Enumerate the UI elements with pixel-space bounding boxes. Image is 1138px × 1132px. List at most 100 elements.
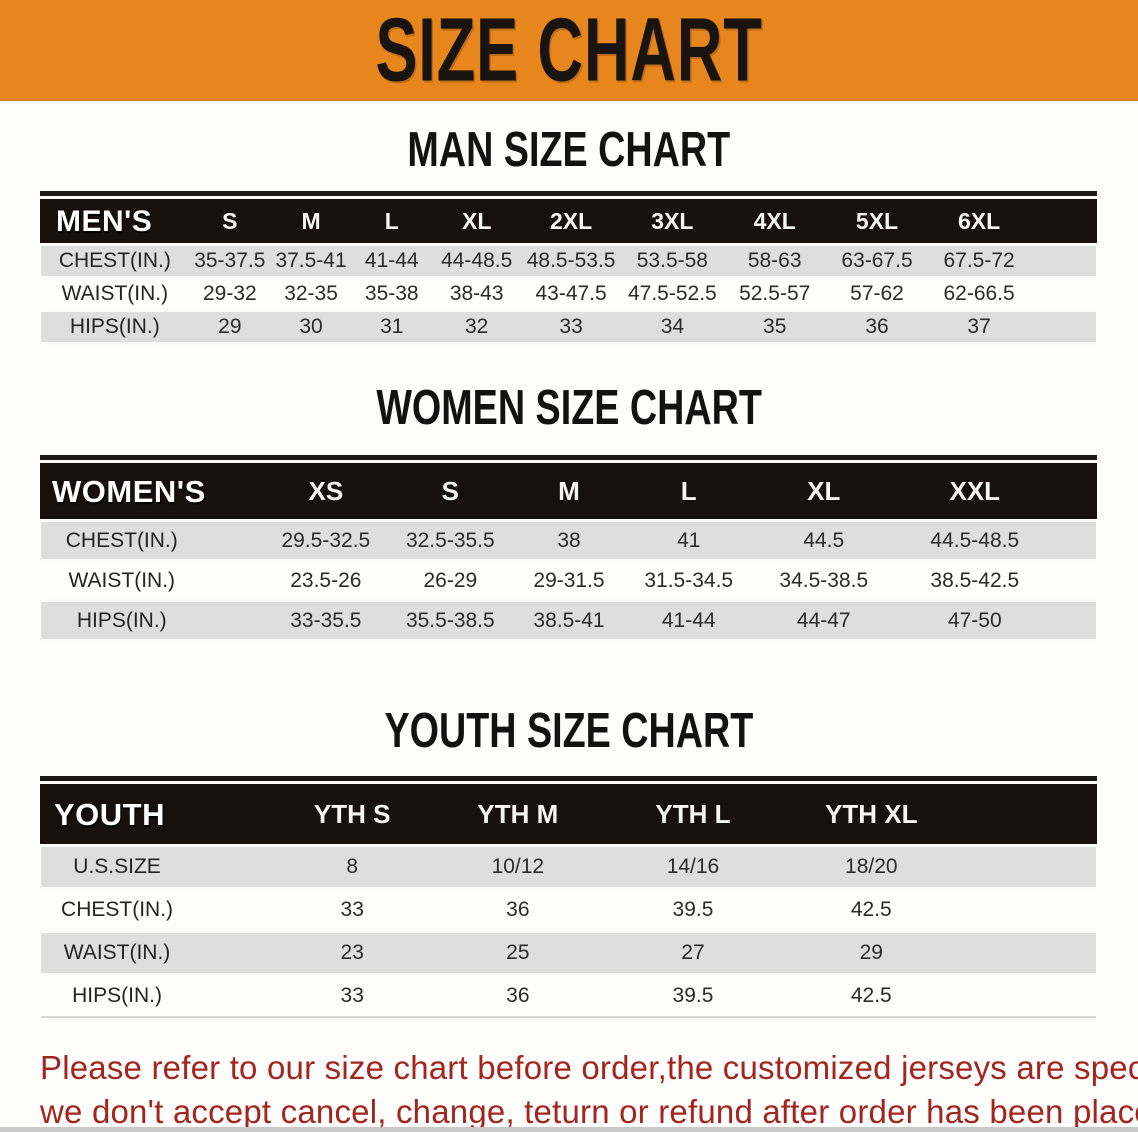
size-cell: 33-35.5 (262, 599, 390, 642)
table-row: WAIST(IN.) 23.5-26 26-29 29-31.5 31.5-34… (41, 559, 1096, 602)
size-cell: 8 (273, 843, 432, 890)
table-row: WAIST(IN.) 29-32 32-35 35-38 38-43 43-47… (41, 275, 1096, 312)
table-topline (40, 776, 1097, 781)
size-col-header: 3XL (620, 199, 725, 245)
size-cell: 53.5-58 (621, 242, 724, 279)
size-col-header: XXL (895, 462, 1098, 522)
size-cell: 38.5-41 (511, 599, 627, 642)
women-section-title-text: WOMEN SIZE CHART (376, 378, 762, 435)
table-topline (40, 191, 1097, 196)
row-label: CHEST(IN.) (41, 519, 263, 562)
size-col-header: 6XL (927, 199, 1097, 245)
size-cell: 38.5-42.5 (896, 559, 1096, 602)
size-col-header: YTH L (603, 784, 783, 846)
size-cell: 44.5-48.5 (896, 519, 1096, 562)
youth-corner-label: YOUTH (39, 784, 275, 846)
table-row: WAIST(IN.) 23 25 27 29 (41, 929, 1096, 976)
size-col-header: 4XL (722, 199, 827, 245)
size-cell: 34.5-38.5 (750, 559, 897, 602)
disclaimer-line-1: Please refer to our size chart before or… (40, 1049, 1138, 1086)
size-col-header: YTH S (272, 784, 433, 846)
table-row: HIPS(IN.) 29 30 31 32 33 34 35 36 37 (41, 308, 1096, 345)
table-row: U.S.SIZE 8 10/12 14/16 18/20 (41, 843, 1096, 890)
size-cell: 39.5 (604, 972, 782, 1018)
size-cell: 33 (520, 308, 622, 345)
size-cell: 31 (351, 308, 433, 345)
women-size-table-wrap: WOMEN'S XS S M L XL XXL CHEST(IN.) 29.5-… (40, 454, 1098, 642)
size-cell: 25 (431, 929, 605, 976)
table-row: HIPS(IN.) 33-35.5 35.5-38.5 38.5-41 41-4… (41, 599, 1096, 642)
size-col-header: S (388, 462, 513, 522)
size-cell: 37.5-41 (270, 242, 352, 279)
size-col-header: XL (431, 199, 522, 245)
size-cell: 36 (825, 308, 929, 345)
size-cell: 37 (928, 308, 1096, 345)
size-cell: 29 (188, 308, 271, 345)
youth-size-table: YOUTH YTH S YTH M YTH L YTH XL U.S.SIZE … (39, 784, 1098, 1018)
size-col-header: L (625, 462, 752, 522)
size-cell: 29 (781, 929, 1096, 976)
size-cell: 44-48.5 (432, 242, 521, 279)
size-cell: 36 (431, 972, 605, 1018)
size-cell: 38-43 (432, 275, 521, 312)
size-cell: 44-47 (750, 599, 897, 642)
size-cell: 36 (431, 886, 605, 932)
size-cell: 30 (270, 308, 352, 345)
size-cell: 35.5-38.5 (389, 599, 512, 642)
size-col-header: XS (261, 462, 391, 522)
size-col-header: YTH XL (780, 784, 1098, 846)
size-cell: 38 (511, 519, 627, 562)
men-size-table-wrap: MEN'S S M L XL 2XL 3XL 4XL 5XL 6XL CHEST… (40, 191, 1097, 345)
size-col-header: YTH M (430, 784, 606, 846)
size-cell: 41-44 (626, 599, 751, 642)
size-col-header: S (187, 199, 272, 245)
table-row: CHEST(IN.) 29.5-32.5 32.5-35.5 38 41 44.… (41, 519, 1096, 562)
women-size-table: WOMEN'S XS S M L XL XXL CHEST(IN.) 29.5-… (40, 462, 1098, 642)
size-cell: 34 (621, 308, 724, 345)
size-cell: 18/20 (781, 843, 1096, 890)
size-cell: 47.5-52.5 (621, 275, 724, 312)
row-label: HIPS(IN.) (41, 972, 274, 1018)
table-row: HIPS(IN.) 33 36 39.5 42.5 (41, 972, 1096, 1018)
row-label: CHEST(IN.) (41, 886, 274, 932)
size-cell: 32-35 (270, 275, 352, 312)
size-col-header: L (350, 199, 434, 245)
men-size-table: MEN'S S M L XL 2XL 3XL 4XL 5XL 6XL CHEST… (40, 199, 1097, 345)
men-section-title: MAN SIZE CHART (0, 125, 1138, 174)
size-cell: 14/16 (604, 843, 782, 890)
size-cell: 31.5-34.5 (626, 559, 751, 602)
size-cell: 39.5 (604, 886, 782, 932)
size-cell: 10/12 (431, 843, 605, 890)
men-corner-label: MEN'S (40, 199, 190, 245)
size-cell: 27 (604, 929, 782, 976)
size-cell: 29-31.5 (511, 559, 627, 602)
size-cell: 42.5 (781, 886, 1096, 932)
row-label: WAIST(IN.) (41, 929, 274, 976)
size-cell: 47-50 (896, 599, 1096, 642)
size-cell: 35-37.5 (188, 242, 271, 279)
row-label: CHEST(IN.) (41, 242, 189, 279)
youth-section-title: YOUTH SIZE CHART (0, 702, 1138, 758)
size-cell: 43-47.5 (520, 275, 622, 312)
size-cell: 33 (273, 886, 432, 932)
size-cell: 67.5-72 (928, 242, 1096, 279)
size-cell: 33 (273, 972, 432, 1018)
youth-header-row: YOUTH YTH S YTH M YTH L YTH XL (39, 784, 1098, 846)
size-cell: 42.5 (781, 972, 1096, 1018)
size-cell: 29-32 (188, 275, 271, 312)
size-cell: 26-29 (389, 559, 512, 602)
size-col-header: 2XL (519, 199, 623, 245)
row-label: WAIST(IN.) (41, 275, 189, 312)
size-cell: 41-44 (351, 242, 433, 279)
size-cell: 32 (432, 308, 521, 345)
youth-section-title-text: YOUTH SIZE CHART (384, 702, 754, 758)
banner-title: SIZE CHART (375, 0, 763, 100)
size-cell: 23 (273, 929, 432, 976)
banner: SIZE CHART (0, 0, 1138, 101)
table-row: CHEST(IN.) 33 36 39.5 42.5 (41, 886, 1096, 932)
size-col-header: M (510, 462, 628, 522)
size-col-header: M (269, 199, 353, 245)
size-cell: 29.5-32.5 (262, 519, 390, 562)
size-cell: 41 (626, 519, 751, 562)
